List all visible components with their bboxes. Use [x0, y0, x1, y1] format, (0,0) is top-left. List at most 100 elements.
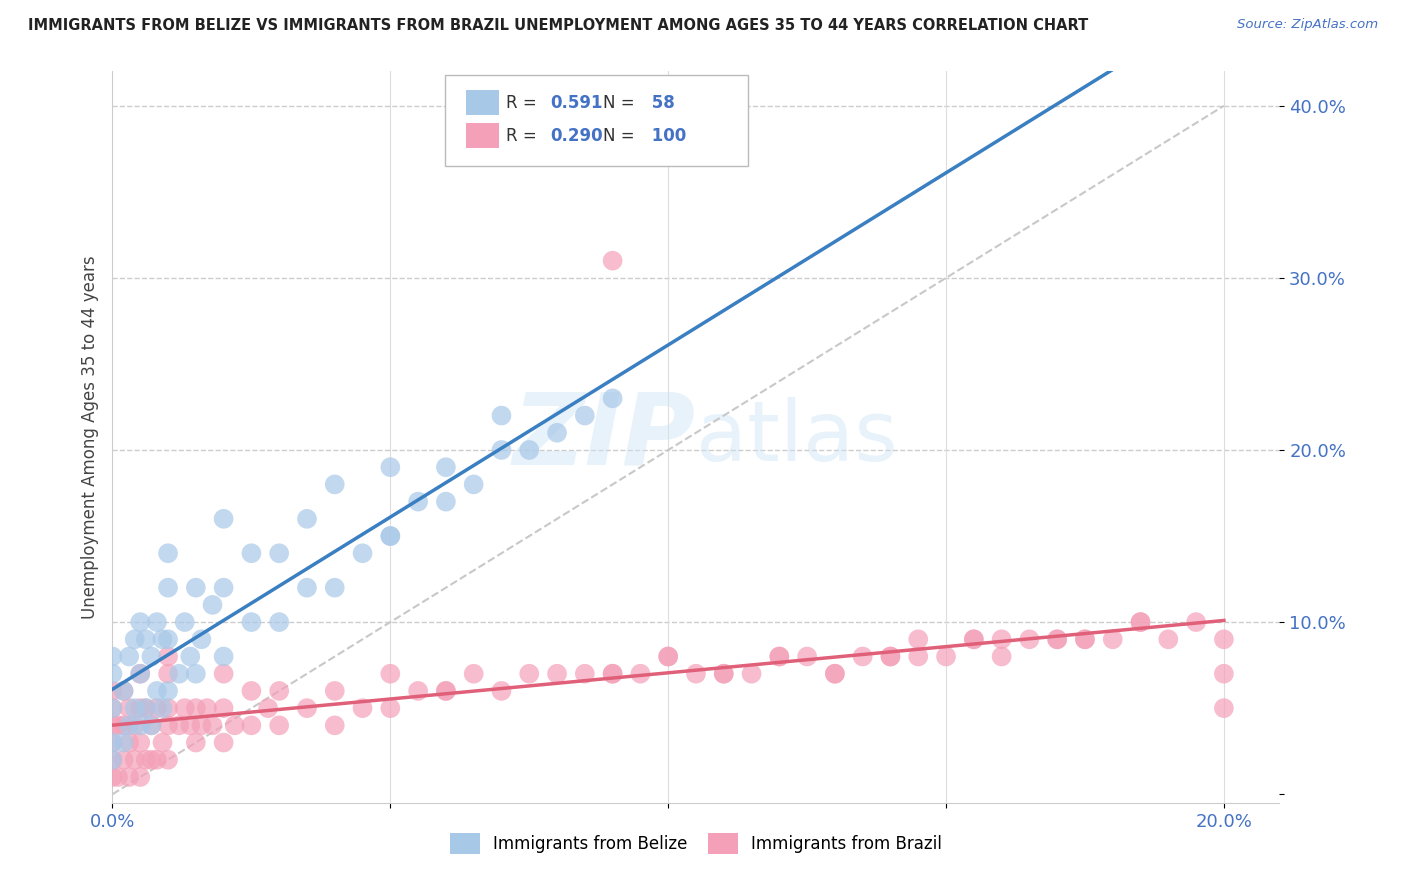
- Point: [935, 649, 957, 664]
- Point: [101, 649, 124, 664]
- Point: [434, 494, 457, 508]
- Point: [323, 684, 346, 698]
- Point: [380, 529, 402, 543]
- Point: [112, 718, 135, 732]
- Point: [380, 460, 402, 475]
- Point: [1018, 632, 1040, 647]
- Point: [212, 581, 235, 595]
- Point: [190, 632, 212, 647]
- Point: [101, 718, 124, 732]
- Point: [713, 666, 735, 681]
- Point: [574, 666, 596, 681]
- Point: [224, 718, 246, 732]
- Point: [990, 632, 1012, 647]
- Point: [112, 735, 135, 749]
- Point: [352, 546, 374, 560]
- Point: [101, 753, 124, 767]
- Point: [112, 684, 135, 698]
- Point: [824, 666, 846, 681]
- Point: [173, 701, 195, 715]
- Point: [146, 615, 169, 629]
- Point: [101, 701, 124, 715]
- Point: [352, 701, 374, 715]
- Point: [101, 735, 124, 749]
- Point: [129, 701, 152, 715]
- Point: [1212, 666, 1234, 681]
- Point: [152, 735, 174, 749]
- Point: [240, 684, 263, 698]
- Point: [1046, 632, 1069, 647]
- Point: [212, 666, 235, 681]
- Point: [434, 684, 457, 698]
- Point: [517, 442, 540, 457]
- Point: [129, 615, 152, 629]
- Point: [157, 546, 180, 560]
- Point: [295, 512, 318, 526]
- Text: R =: R =: [506, 127, 541, 145]
- Point: [101, 684, 124, 698]
- Point: [129, 770, 152, 784]
- Point: [167, 718, 190, 732]
- Point: [157, 684, 180, 698]
- Point: [295, 581, 318, 595]
- Text: 0.290: 0.290: [550, 127, 603, 145]
- Point: [879, 649, 901, 664]
- Point: [157, 701, 180, 715]
- Point: [173, 615, 195, 629]
- Point: [212, 649, 235, 664]
- Point: [101, 753, 124, 767]
- Point: [101, 770, 124, 784]
- Point: [146, 701, 169, 715]
- Legend: Immigrants from Belize, Immigrants from Brazil: Immigrants from Belize, Immigrants from …: [443, 827, 949, 860]
- Point: [112, 684, 135, 698]
- Text: N =: N =: [603, 127, 640, 145]
- Point: [152, 701, 174, 715]
- Point: [157, 718, 180, 732]
- Point: [146, 684, 169, 698]
- Point: [129, 666, 152, 681]
- Y-axis label: Unemployment Among Ages 35 to 44 years: Unemployment Among Ages 35 to 44 years: [80, 255, 98, 619]
- Point: [157, 632, 180, 647]
- Point: [1129, 615, 1152, 629]
- Point: [406, 494, 429, 508]
- Point: [491, 442, 513, 457]
- Point: [184, 735, 207, 749]
- Point: [269, 546, 291, 560]
- Point: [602, 666, 624, 681]
- Point: [101, 701, 124, 715]
- Point: [124, 718, 146, 732]
- Point: [546, 666, 568, 681]
- Point: [434, 460, 457, 475]
- Point: [602, 253, 624, 268]
- Point: [990, 649, 1012, 664]
- Point: [963, 632, 986, 647]
- Point: [107, 718, 129, 732]
- Point: [129, 718, 152, 732]
- Point: [124, 701, 146, 715]
- Point: [963, 632, 986, 647]
- Point: [269, 684, 291, 698]
- Point: [195, 701, 218, 715]
- Text: R =: R =: [506, 94, 541, 112]
- Point: [201, 598, 224, 612]
- Point: [135, 701, 157, 715]
- Point: [628, 666, 651, 681]
- Point: [101, 735, 124, 749]
- Point: [824, 666, 846, 681]
- Point: [184, 701, 207, 715]
- Text: 58: 58: [645, 94, 675, 112]
- Point: [201, 718, 224, 732]
- Point: [135, 701, 157, 715]
- Point: [240, 718, 263, 732]
- Point: [184, 581, 207, 595]
- Point: [179, 649, 201, 664]
- Point: [118, 770, 141, 784]
- Point: [323, 581, 346, 595]
- Point: [135, 632, 157, 647]
- Point: [141, 649, 163, 664]
- FancyBboxPatch shape: [465, 123, 499, 148]
- Point: [768, 649, 790, 664]
- Point: [323, 718, 346, 732]
- Point: [491, 684, 513, 698]
- Point: [212, 701, 235, 715]
